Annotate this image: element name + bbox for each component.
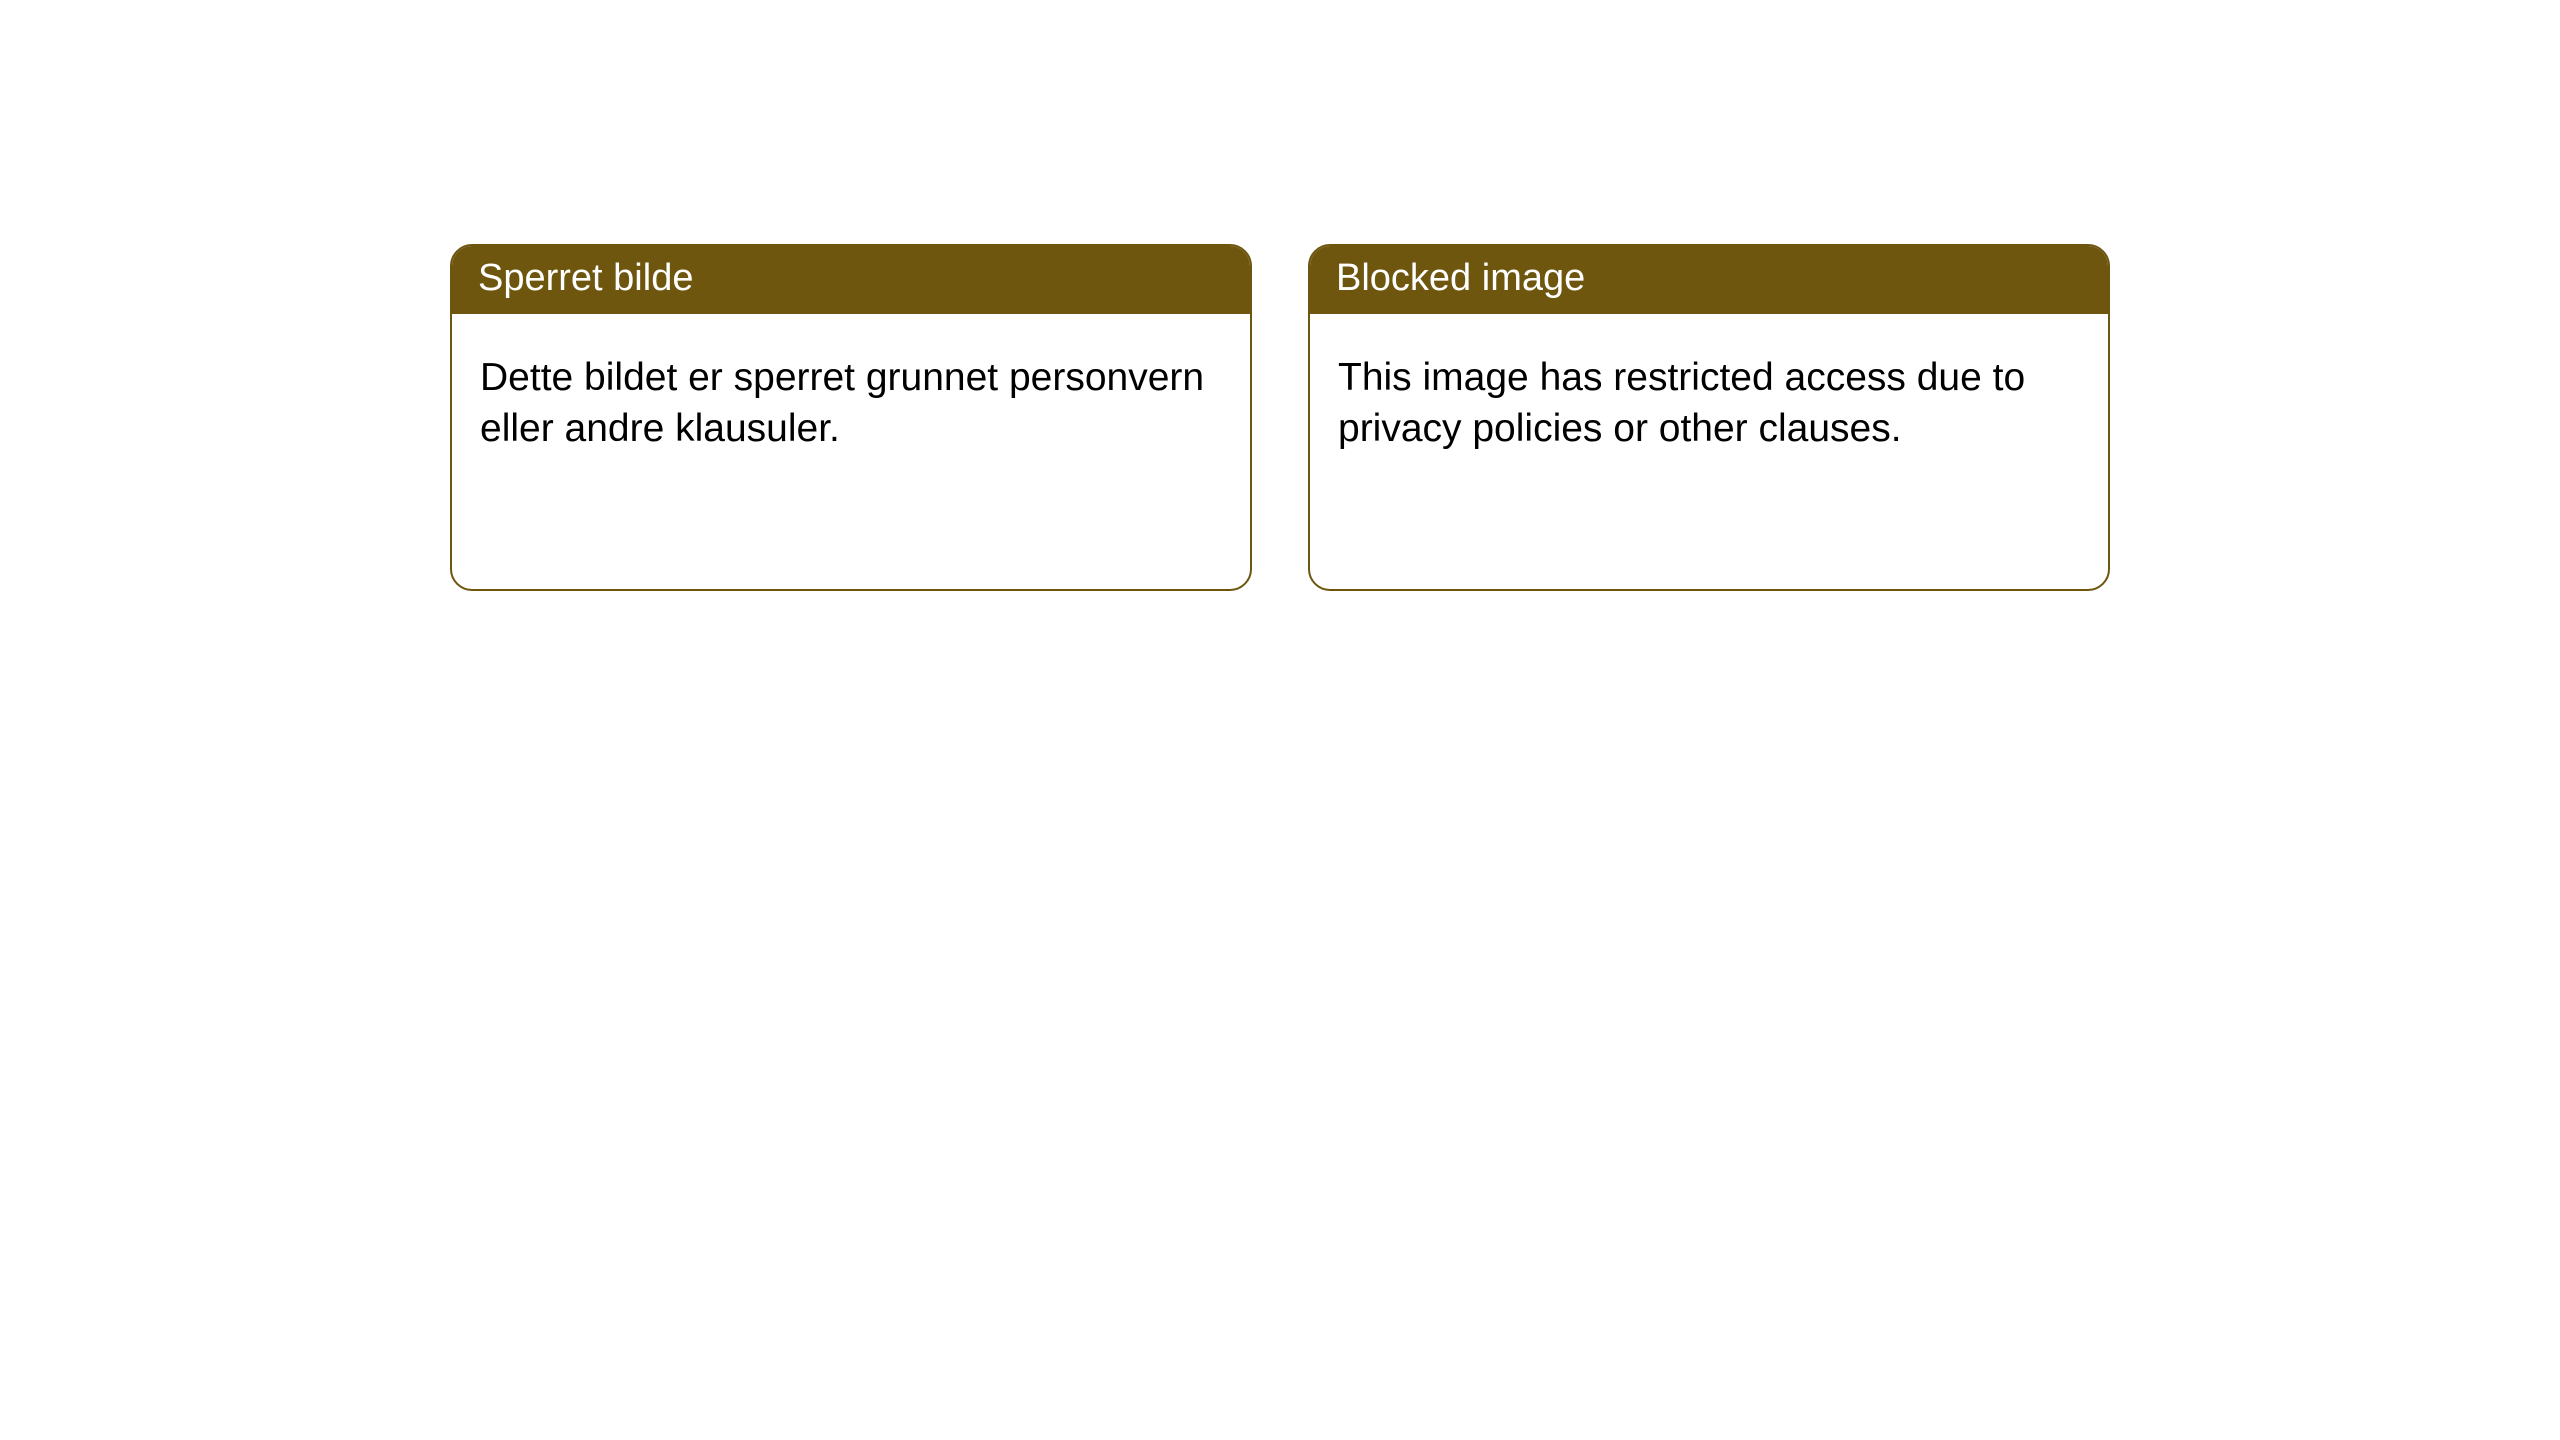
notice-title-norwegian: Sperret bilde <box>452 246 1250 314</box>
notice-title-english: Blocked image <box>1310 246 2108 314</box>
notice-card-norwegian: Sperret bilde Dette bildet er sperret gr… <box>450 244 1252 591</box>
notice-container: Sperret bilde Dette bildet er sperret gr… <box>450 244 2110 591</box>
notice-body-english: This image has restricted access due to … <box>1310 314 2108 589</box>
notice-card-english: Blocked image This image has restricted … <box>1308 244 2110 591</box>
notice-body-norwegian: Dette bildet er sperret grunnet personve… <box>452 314 1250 589</box>
